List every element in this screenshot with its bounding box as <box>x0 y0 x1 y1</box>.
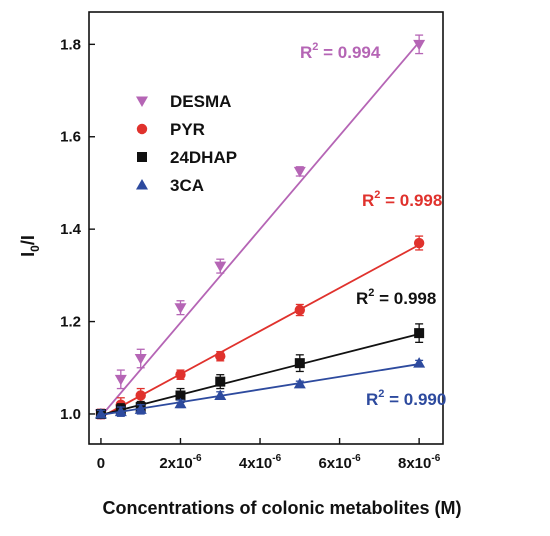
r2-label-pyr: R2 = 0.998 <box>362 189 442 210</box>
axes <box>88 11 444 445</box>
plot-frame <box>88 11 444 445</box>
legend-item-pyr: PYR <box>136 120 205 139</box>
legend: DESMA PYR 24DHAP 3CA <box>136 92 237 195</box>
fit-line-desma <box>100 41 420 417</box>
x-axis-title: Concentrations of colonic metabolites (M… <box>102 498 461 518</box>
legend-label-desma: DESMA <box>170 92 231 111</box>
r2-label-3ca: R2 = 0.990 <box>366 388 446 409</box>
data-point-desma <box>413 39 426 51</box>
fit-line-pyr <box>100 244 420 418</box>
x-tick-label: 2x10-6 <box>159 453 202 472</box>
legend-marker-pyr <box>136 123 148 135</box>
y-axis-ticks: 1.0 1.2 1.4 1.6 1.8 <box>60 36 95 423</box>
r2-label-desma: R2 = 0.994 <box>300 41 381 62</box>
data-point-3ca <box>94 407 107 419</box>
legend-marker-24dhap <box>137 152 147 162</box>
plot-area <box>94 34 426 420</box>
r2-label-24dhap: R2 = 0.998 <box>356 287 436 308</box>
series-3ca <box>94 357 426 419</box>
data-point-pyr <box>215 351 226 362</box>
legend-marker-desma <box>136 96 148 107</box>
data-point-desma <box>174 303 187 314</box>
legend-item-24dhap: 24DHAP <box>137 148 237 167</box>
data-point-24dhap <box>294 358 305 369</box>
fit-line-24dhap <box>100 333 420 416</box>
data-point-desma <box>114 374 127 386</box>
series-desma <box>94 34 426 420</box>
y-axis-title-sub: 0 <box>28 245 42 252</box>
data-point-3ca <box>134 403 147 414</box>
x-tick-label: 8x10-6 <box>398 453 441 472</box>
data-point-24dhap <box>175 390 186 401</box>
data-point-pyr <box>135 390 146 401</box>
data-point-3ca <box>114 405 127 417</box>
data-point-24dhap <box>215 376 226 387</box>
y-tick-label: 1.6 <box>60 129 81 146</box>
legend-label-pyr: PYR <box>170 120 205 139</box>
x-tick-label: 6x10-6 <box>318 453 361 472</box>
fit-line-3ca <box>100 363 420 416</box>
legend-label-24dhap: 24DHAP <box>170 148 237 167</box>
r2-annotations: R2 = 0.994 R2 = 0.998 R2 = 0.998 R2 = 0.990 <box>300 41 446 409</box>
data-point-desma <box>293 166 306 178</box>
y-tick-label: 1.8 <box>60 36 81 53</box>
data-point-desma <box>214 261 227 273</box>
data-point-24dhap <box>414 328 425 339</box>
legend-item-3ca: 3CA <box>136 176 204 195</box>
x-tick-label: 4x10-6 <box>239 453 282 472</box>
data-point-3ca <box>293 377 306 389</box>
legend-item-desma: DESMA <box>136 92 231 111</box>
y-axis-title-base: I <box>18 252 38 257</box>
data-point-3ca <box>214 389 227 400</box>
legend-label-3ca: 3CA <box>170 176 204 195</box>
legend-marker-3ca <box>136 179 148 190</box>
data-point-pyr <box>175 369 186 380</box>
y-tick-label: 1.2 <box>60 314 81 331</box>
y-axis-title-tail: /I <box>18 235 38 245</box>
x-axis-ticks: 0 2x10-6 4x10-6 6x10-6 8x10-6 <box>97 438 441 472</box>
y-tick-label: 1.0 <box>60 406 81 423</box>
data-point-pyr <box>294 304 306 316</box>
data-point-pyr <box>413 237 425 249</box>
data-point-3ca <box>413 357 426 368</box>
y-tick-label: 1.4 <box>60 221 82 238</box>
data-point-3ca <box>174 397 187 409</box>
x-tick-label: 0 <box>97 455 105 472</box>
data-point-desma <box>134 354 147 365</box>
y-axis-title: I0/I <box>18 235 42 257</box>
